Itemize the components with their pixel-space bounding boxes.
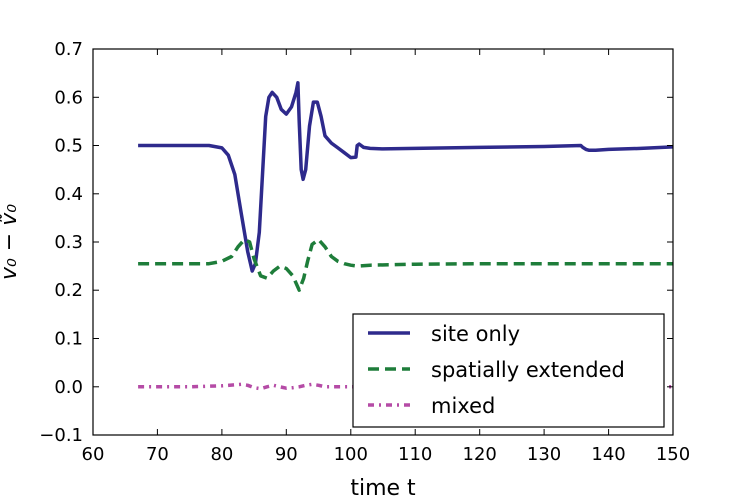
- y-tick-label: 0.5: [54, 136, 83, 157]
- x-tick-label: 130: [527, 444, 561, 465]
- y-tick-label: 0.6: [54, 87, 83, 108]
- y-axis-label: v₀ − ṽ₀: [0, 204, 22, 280]
- x-tick-label: 120: [463, 444, 497, 465]
- x-axis-label: time t: [350, 476, 416, 498]
- x-tick-label: 80: [210, 444, 233, 465]
- tick-layer: 60 70 80 90 100 110 120 130 140 150 −0.1 0.0 0.1 0.2 0…: [39, 39, 690, 465]
- x-tick-label: 110: [398, 444, 432, 465]
- y-tick-label: 0.7: [54, 39, 83, 60]
- y-tick-label: −0.1: [39, 425, 83, 446]
- x-tick-label: 60: [82, 444, 105, 465]
- legend: site only spatially extended mixed: [352, 313, 665, 428]
- x-tick-label: 150: [656, 444, 690, 465]
- y-tick-label: 0.0: [54, 377, 83, 398]
- legend-label-mixed: mixed: [431, 394, 495, 418]
- legend-label-spatially-extended: spatially extended: [431, 358, 625, 382]
- series-line-site-only: [138, 81, 674, 273]
- x-tick-label: 140: [591, 444, 625, 465]
- legend-label-site-only: site only: [431, 322, 520, 346]
- x-tick-label: 90: [275, 444, 298, 465]
- x-tick-label: 100: [334, 444, 368, 465]
- series-line-spatially-extended: [138, 237, 673, 292]
- y-tick-label: 0.3: [54, 232, 83, 253]
- y-tick-label: 0.4: [54, 184, 83, 205]
- y-tick-label: 0.2: [54, 280, 83, 301]
- x-tick-label: 70: [146, 444, 169, 465]
- y-tick-label: 0.1: [54, 329, 83, 350]
